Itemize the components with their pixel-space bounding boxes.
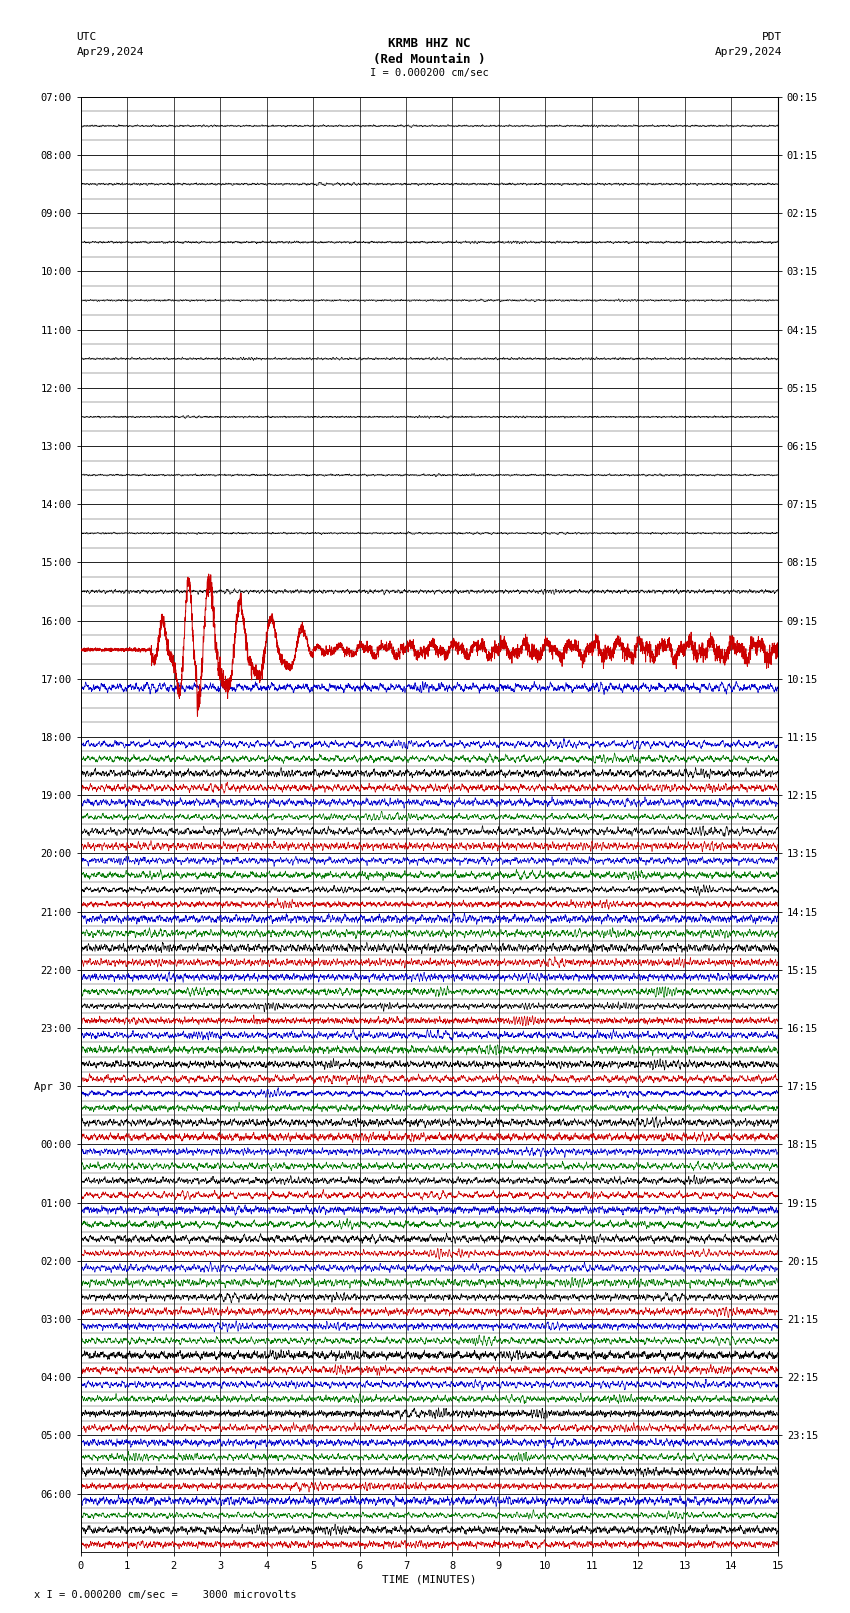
Text: (Red Mountain ): (Red Mountain ) — [373, 53, 485, 66]
Text: Apr29,2024: Apr29,2024 — [76, 47, 144, 56]
Text: Apr29,2024: Apr29,2024 — [715, 47, 782, 56]
Text: I = 0.000200 cm/sec: I = 0.000200 cm/sec — [370, 68, 489, 77]
X-axis label: TIME (MINUTES): TIME (MINUTES) — [382, 1574, 477, 1586]
Text: PDT: PDT — [762, 32, 782, 42]
Text: x I = 0.000200 cm/sec =    3000 microvolts: x I = 0.000200 cm/sec = 3000 microvolts — [34, 1590, 297, 1600]
Text: UTC: UTC — [76, 32, 97, 42]
Text: KRMB HHZ NC: KRMB HHZ NC — [388, 37, 471, 50]
